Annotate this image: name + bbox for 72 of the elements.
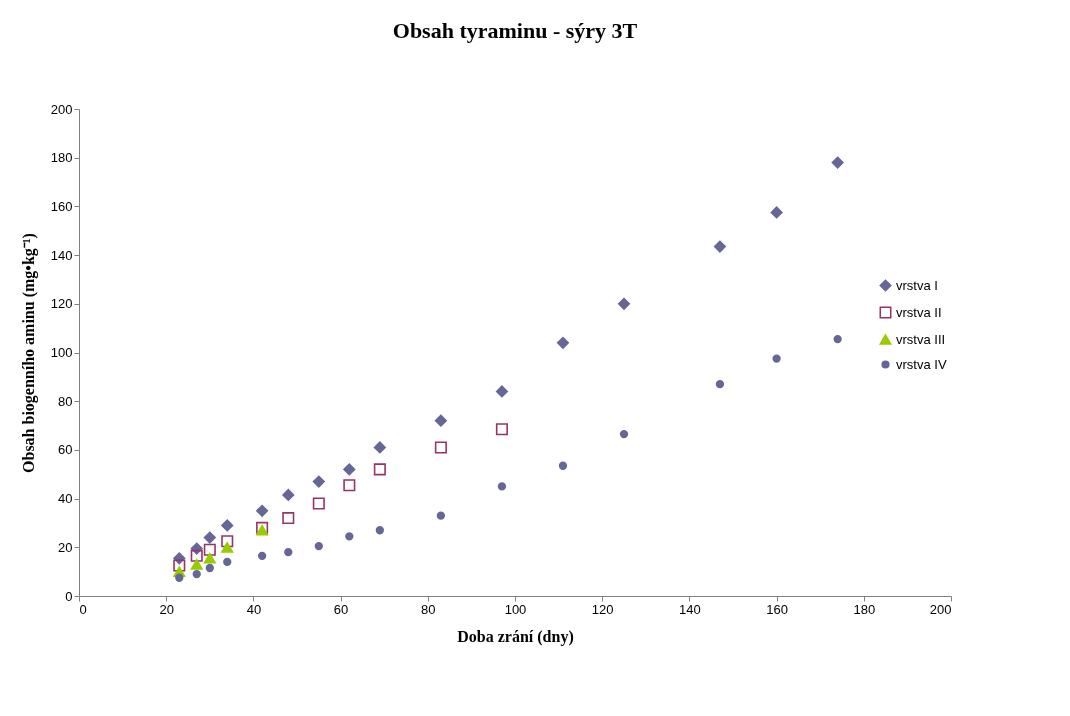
point	[436, 511, 446, 520]
point	[190, 549, 203, 562]
x-tick-label: 200	[929, 601, 952, 617]
point	[831, 156, 844, 169]
x-tick-label: 120	[591, 601, 614, 617]
point	[343, 463, 356, 476]
x-tick-label: 0	[79, 601, 87, 617]
x-tick-label: 160	[766, 601, 788, 617]
point	[205, 563, 214, 573]
point	[190, 559, 203, 570]
x-tick-label: 180	[853, 601, 876, 617]
point	[284, 548, 293, 557]
point	[770, 206, 783, 219]
point	[175, 573, 184, 582]
point	[221, 541, 234, 553]
y-tick-label: 20	[58, 539, 73, 555]
point	[221, 519, 234, 532]
x-tick-label: 60	[333, 601, 349, 617]
chart-title: Obsah tyraminu - sýry 3T	[392, 18, 638, 43]
point	[282, 488, 295, 501]
x-axis-title: Doba zrání (dny)	[457, 627, 574, 646]
point	[833, 334, 842, 344]
y-tick-label: 120	[50, 296, 73, 312]
point	[192, 569, 201, 579]
point	[312, 475, 325, 488]
point	[256, 504, 269, 517]
point	[223, 557, 232, 567]
y-tick-label: 40	[58, 491, 73, 507]
point	[495, 385, 508, 398]
x-tick-label: 40	[246, 601, 262, 617]
legend-label: vrstva IV	[896, 356, 947, 372]
x-tick-label: 80	[421, 601, 436, 617]
y-tick-label: 180	[50, 150, 73, 166]
point	[434, 441, 447, 454]
point	[257, 551, 267, 560]
y-tick-label: 60	[58, 442, 73, 458]
legend-label: vrstva I	[896, 277, 938, 293]
y-tick-label: 0	[65, 588, 73, 604]
point	[558, 461, 568, 470]
legend-label: vrstva III	[896, 331, 946, 347]
point	[312, 497, 325, 510]
point	[772, 354, 781, 363]
point	[713, 240, 726, 253]
point	[173, 559, 186, 572]
point	[375, 526, 384, 535]
point	[434, 414, 447, 427]
point	[495, 423, 508, 436]
x-tick-label: 140	[679, 601, 701, 617]
y-tick-label: 140	[50, 247, 73, 263]
point	[556, 336, 569, 349]
point	[497, 482, 507, 491]
y-tick-label: 100	[50, 345, 73, 360]
legend-label: vrstva II	[896, 304, 942, 320]
point	[221, 535, 234, 548]
y-axis-title: Obsah biogenního aminu (mg•kg⁻¹)	[19, 233, 38, 473]
point	[314, 541, 323, 551]
point	[619, 429, 629, 439]
x-tick-label: 100	[504, 601, 527, 617]
y-tick-label: 160	[50, 198, 73, 214]
point	[617, 297, 631, 310]
point	[203, 552, 216, 564]
y-tick-label: 200	[50, 101, 73, 117]
point	[373, 441, 386, 454]
point	[373, 463, 386, 476]
point	[345, 532, 354, 541]
y-tick-label: 80	[58, 393, 73, 409]
point	[203, 543, 216, 556]
point	[715, 380, 725, 389]
x-tick-label: 20	[159, 601, 174, 617]
point	[203, 531, 216, 544]
point	[282, 512, 295, 525]
point	[343, 479, 356, 492]
